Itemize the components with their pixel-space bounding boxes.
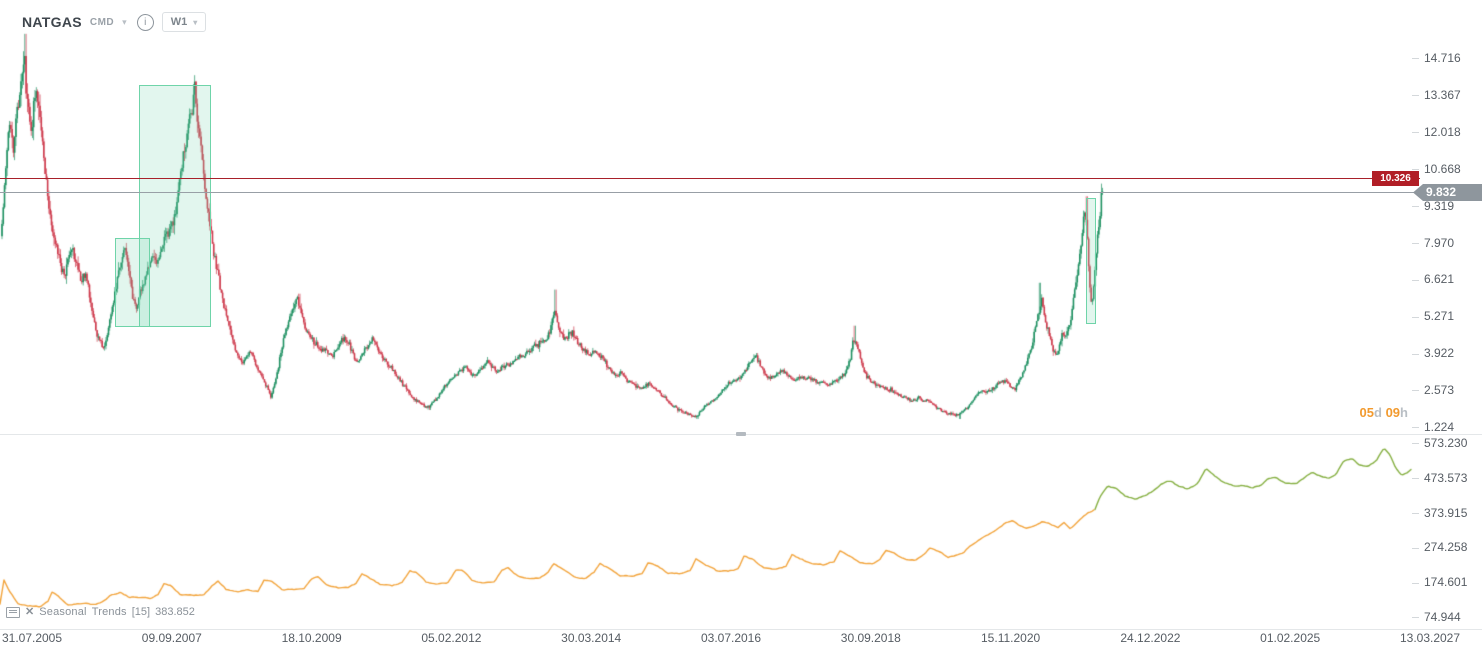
date-axis-label: 05.02.2012 (421, 631, 482, 645)
price-axis-label: 5.271 (1412, 309, 1454, 323)
indicator-value: 383.852 (155, 606, 195, 618)
axis-tick (1412, 205, 1419, 207)
date-axis-label: 09.09.2007 (141, 631, 202, 645)
countdown-days: 05 (1359, 405, 1374, 420)
time-axis-divider (0, 629, 1482, 630)
drawing-rectangle[interactable] (1086, 197, 1096, 325)
axis-tick (1412, 478, 1419, 480)
pane-resize-handle[interactable] (736, 432, 746, 436)
level-price-badge: 10.326 (1372, 171, 1419, 186)
price-axis-label: 9.319 (1412, 199, 1454, 213)
price-axis-label: 12.018 (1412, 125, 1461, 139)
timeframe-select[interactable]: W1 ▾ (161, 12, 207, 32)
current-price-badge: 9.832 (1413, 184, 1482, 201)
date-axis-label: 18.10.2009 (281, 631, 342, 645)
current-price-line (0, 192, 1420, 193)
timeframe-value: W1 (170, 16, 188, 28)
symbol-name: NATGAS (22, 14, 82, 30)
axis-tick (1412, 582, 1419, 584)
indicator-name-2: Trends (91, 606, 127, 618)
drawing-rectangle[interactable] (139, 84, 211, 328)
price-axis-label: 1.224 (1412, 420, 1454, 434)
indicator-name: Seasonal (39, 606, 87, 618)
bar-close-countdown: 05d 09h (1359, 405, 1408, 420)
chevron-down-icon[interactable]: ▾ (122, 16, 127, 27)
market-segment-label[interactable]: CMD (89, 16, 115, 28)
indicator-row: ✕ Seasonal Trends [15] 383.852 (6, 606, 195, 618)
date-axis-label: 30.09.2018 (840, 631, 901, 645)
axis-tick (1412, 547, 1419, 549)
axis-tick (1412, 353, 1419, 355)
indicator-period: [15] (131, 606, 151, 618)
chevron-down-icon: ▾ (193, 17, 198, 27)
date-axis-label: 24.12.2022 (1120, 631, 1181, 645)
axis-tick (1412, 390, 1419, 392)
axis-tick (1412, 443, 1419, 445)
axis-tick (1412, 58, 1419, 60)
date-axis-label: 01.02.2025 (1260, 631, 1321, 645)
price-axis-label: 7.970 (1412, 236, 1454, 250)
indicator-remove-icon[interactable]: ✕ (25, 606, 35, 618)
axis-tick (1412, 427, 1419, 429)
info-icon[interactable]: i (136, 13, 154, 31)
axis-tick (1412, 242, 1419, 244)
date-axis-label: 15.11.2020 (981, 631, 1041, 645)
price-axis-label: 6.621 (1412, 272, 1454, 286)
date-axis-label: 30.03.2014 (561, 631, 622, 645)
price-axis-label: 14.716 (1412, 51, 1461, 65)
countdown-hours: 09 (1385, 405, 1401, 420)
indicator-settings-icon[interactable] (6, 606, 20, 618)
price-axis-label: 2.573 (1412, 383, 1454, 397)
drawing-rectangle[interactable] (115, 238, 150, 328)
seasonal-axis-label: 573.230 (1412, 436, 1467, 450)
seasonal-axis-label: 174.601 (1412, 575, 1467, 589)
date-axis-label: 03.07.2016 (700, 631, 762, 645)
price-axis-label: 10.668 (1412, 162, 1461, 176)
price-axis-label: 3.922 (1412, 346, 1454, 360)
axis-tick (1412, 95, 1419, 97)
seasonal-axis-label: 473.573 (1412, 471, 1467, 485)
horizontal-level-line[interactable] (0, 178, 1420, 179)
axis-tick (1412, 617, 1419, 619)
seasonal-axis-label: 373.915 (1412, 506, 1467, 520)
axis-tick (1412, 279, 1419, 281)
axis-tick (1412, 132, 1419, 134)
axis-tick (1412, 316, 1419, 318)
seasonal-axis-label: 274.258 (1412, 540, 1467, 554)
seasonal-axis-label: 74.944 (1412, 610, 1461, 624)
date-axis-label: 13.03.2027 (1399, 631, 1461, 645)
axis-tick (1412, 169, 1419, 171)
price-axis-label: 13.367 (1412, 88, 1461, 102)
date-axis-label: 31.07.2005 (1, 631, 63, 645)
instrument-header: NATGAS CMD ▾ i W1 ▾ (22, 12, 207, 32)
axis-tick (1412, 512, 1419, 514)
